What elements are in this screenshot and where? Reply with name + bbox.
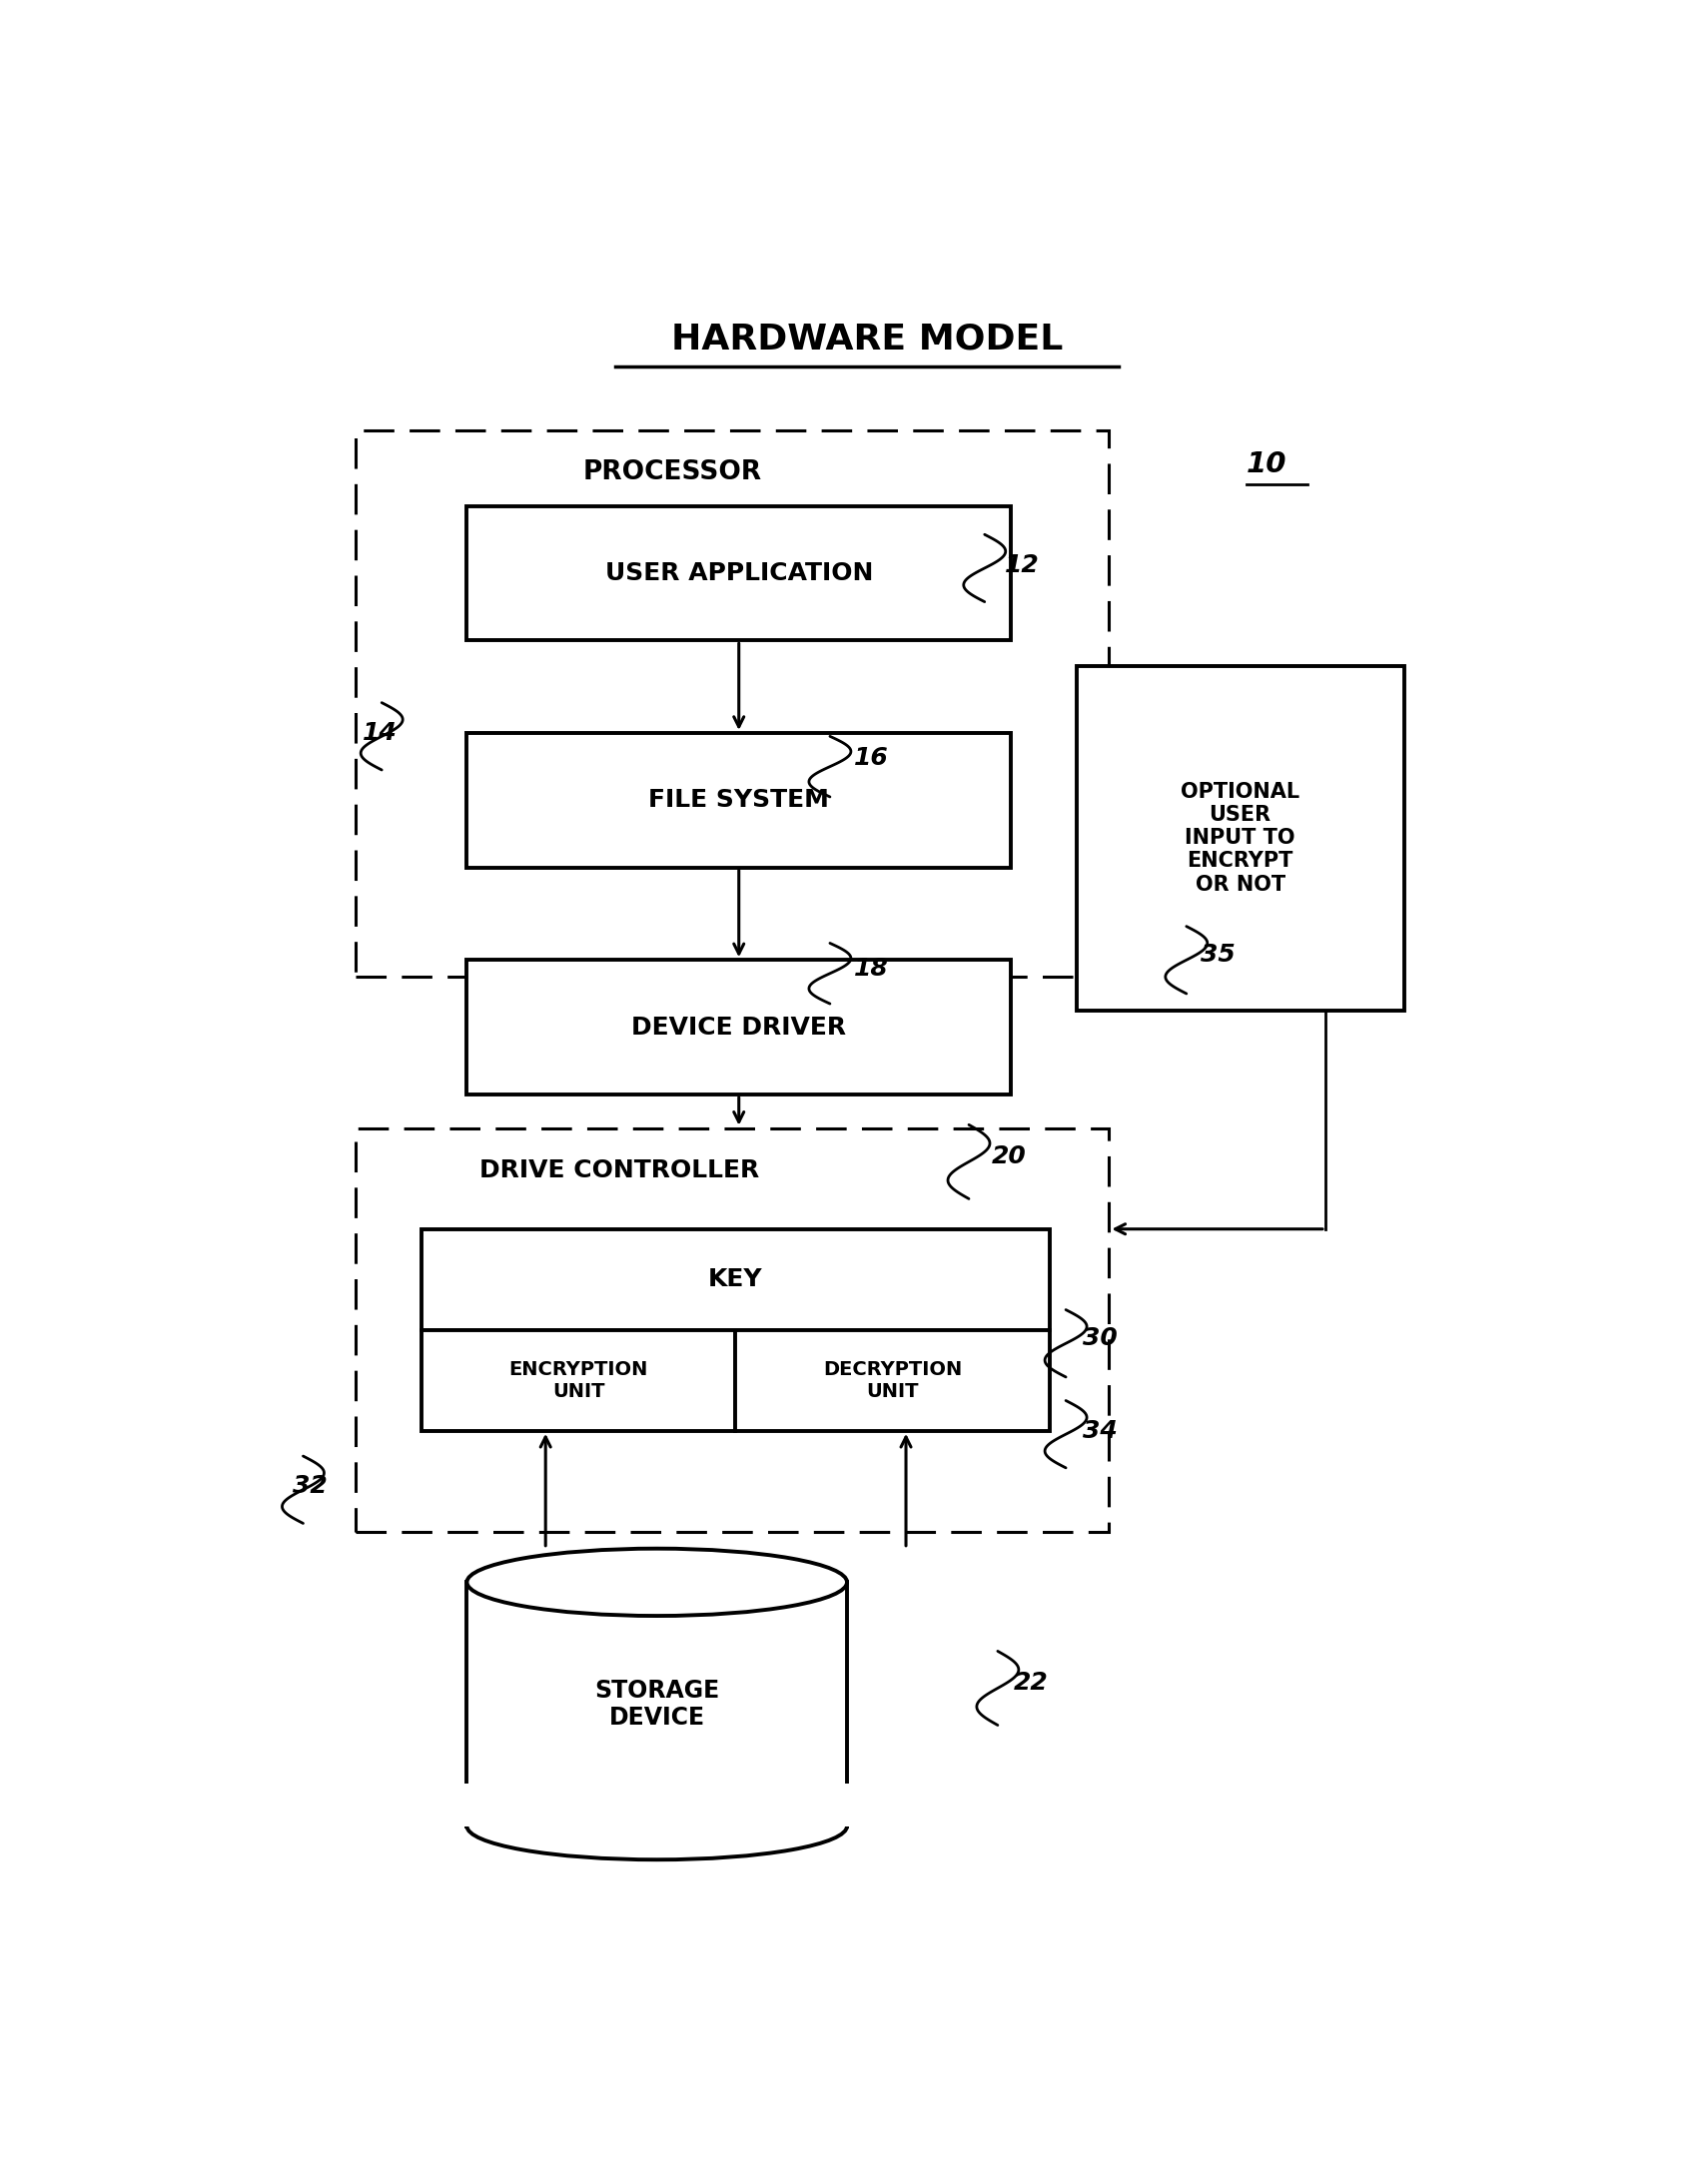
Bar (355, 430, 1109, 976)
Text: ENCRYPTION
UNIT: ENCRYPTION UNIT (509, 1361, 648, 1400)
Text: KEY: KEY (709, 1267, 763, 1291)
Text: 20: 20 (991, 1144, 1026, 1168)
Text: 16: 16 (854, 747, 888, 771)
Text: 12: 12 (1004, 553, 1038, 577)
Text: USER APPLICATION: USER APPLICATION (605, 561, 873, 585)
Text: 35: 35 (1201, 943, 1236, 968)
Text: DEVICE DRIVER: DEVICE DRIVER (631, 1016, 846, 1040)
Text: 30: 30 (1082, 1326, 1118, 1350)
Text: FILE SYSTEM: FILE SYSTEM (649, 788, 829, 812)
Text: HARDWARE MODEL: HARDWARE MODEL (671, 323, 1062, 356)
Text: OPTIONAL
USER
INPUT TO
ENCRYPT
OR NOT: OPTIONAL USER INPUT TO ENCRYPT OR NOT (1180, 782, 1300, 895)
Bar (355, 1129, 1109, 1531)
Text: 14: 14 (362, 721, 397, 745)
Text: DRIVE CONTROLLER: DRIVE CONTROLLER (479, 1158, 759, 1182)
Text: 34: 34 (1082, 1420, 1118, 1444)
Polygon shape (453, 1784, 861, 1826)
Ellipse shape (467, 1793, 847, 1861)
Bar (467, 961, 1011, 1094)
Text: 18: 18 (854, 957, 888, 981)
Ellipse shape (467, 1548, 847, 1616)
Bar (467, 507, 1011, 640)
Bar (421, 1330, 1050, 1431)
Text: 32: 32 (293, 1474, 328, 1498)
Text: PROCESSOR: PROCESSOR (583, 459, 761, 485)
Text: STORAGE
DEVICE: STORAGE DEVICE (595, 1677, 719, 1730)
Text: DECRYPTION
UNIT: DECRYPTION UNIT (824, 1361, 962, 1400)
Bar (467, 734, 1011, 867)
Bar (421, 1230, 1050, 1330)
Text: 10: 10 (1246, 450, 1287, 478)
Bar (1077, 666, 1404, 1011)
Text: 22: 22 (1013, 1671, 1048, 1695)
